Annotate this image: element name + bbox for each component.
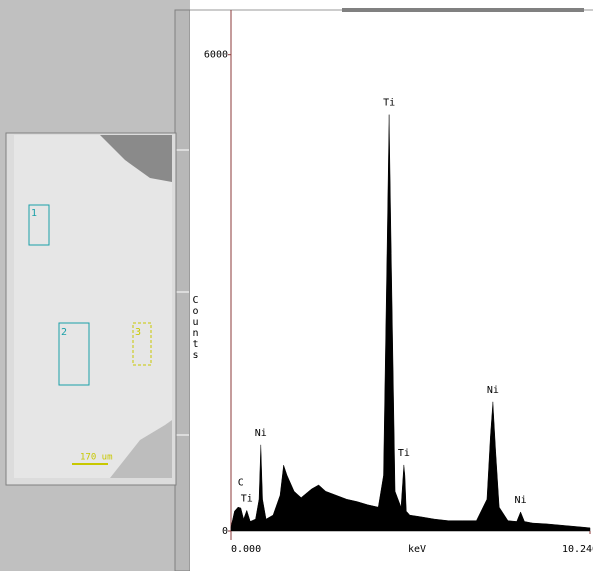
peak-label: Ni — [487, 385, 499, 396]
x-axis-label: keV — [408, 544, 426, 555]
region-label: 3 — [135, 327, 141, 338]
peak-label: Ni — [255, 428, 267, 439]
y-axis-label: Counts — [190, 295, 201, 361]
region-label: 1 — [31, 208, 37, 219]
peak-label: Ti — [398, 448, 410, 459]
peak-label: C — [238, 477, 244, 488]
peak-label: Ti — [383, 98, 395, 109]
y-tick-label: 6000 — [204, 50, 228, 61]
region-box[interactable] — [28, 204, 50, 246]
spectrum — [230, 114, 591, 532]
top-bar — [342, 8, 584, 12]
peak-label: Ni — [515, 495, 527, 506]
sem-dark-region — [100, 135, 172, 182]
sem-edge — [110, 420, 172, 478]
x-tick-label: 0.000 — [231, 544, 261, 555]
sem-image — [14, 135, 172, 478]
region-label: 2 — [61, 327, 67, 338]
scale-bar-label: 170 um — [80, 453, 113, 463]
y-tick-label: 0 — [222, 526, 228, 537]
scroll-bar[interactable] — [174, 9, 191, 571]
peak-label: Ti — [241, 493, 253, 504]
region-box[interactable] — [58, 322, 90, 386]
x-tick-label: 10.240 — [562, 544, 593, 555]
